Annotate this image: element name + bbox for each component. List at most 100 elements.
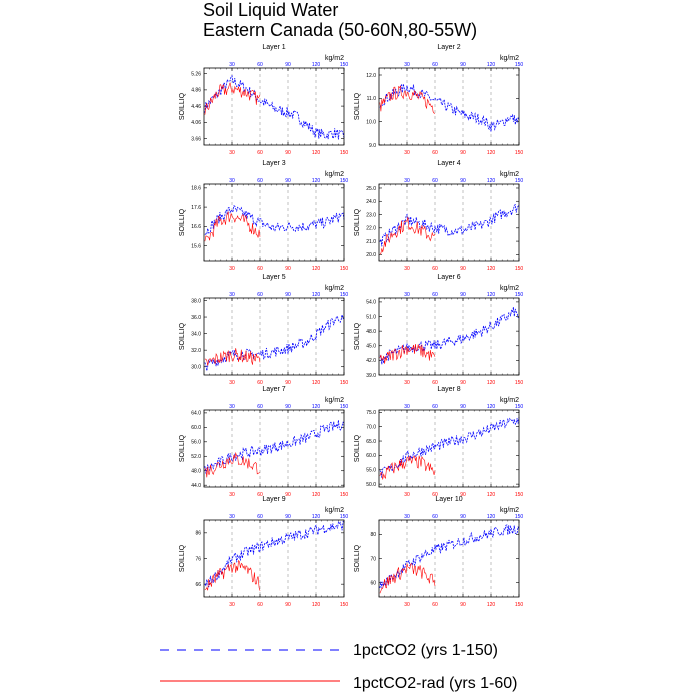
units-label: kg/m2 bbox=[325, 171, 344, 178]
chart-panel-9: Layer 9 kg/m2 30 60 90 120 150 30 60 90 120 150 66 76… bbox=[179, 496, 348, 608]
y-tick-label: 17.6 bbox=[191, 205, 201, 211]
panel-title: Layer 7 bbox=[262, 386, 285, 393]
bottom-tick-label: 150 bbox=[515, 266, 524, 272]
y-tick-label: 10.0 bbox=[366, 119, 376, 125]
series-1pctco2-line bbox=[204, 314, 345, 371]
bottom-tick-label: 120 bbox=[312, 266, 321, 272]
top-tick-label: 120 bbox=[487, 404, 496, 410]
bottom-tick-label: 120 bbox=[487, 266, 496, 272]
top-tick-label: 120 bbox=[312, 62, 321, 68]
bottom-tick-label: 90 bbox=[285, 380, 291, 386]
y-axis-label: SOILLIQ bbox=[179, 544, 186, 572]
y-tick-label: 64.0 bbox=[191, 411, 201, 417]
bottom-tick-label: 60 bbox=[432, 602, 438, 608]
panel-grid: Layer 1 kg/m2 30 60 90 120 150 30 60 90 120 150 3.66… bbox=[179, 44, 524, 608]
top-tick-label: 60 bbox=[257, 62, 263, 68]
figure-title: Soil Liquid Water Eastern Canada (50-60N… bbox=[203, 0, 477, 40]
y-axis-label: SOILLIQ bbox=[354, 92, 361, 120]
bottom-tick-label: 150 bbox=[515, 150, 524, 156]
bottom-tick-label: 150 bbox=[515, 380, 524, 386]
units-label: kg/m2 bbox=[325, 285, 344, 292]
series-1pctco2-line bbox=[379, 204, 520, 247]
top-tick-label: 30 bbox=[229, 292, 235, 298]
series-1pctco2-rad-line bbox=[204, 559, 261, 591]
chart-panel-7: Layer 7 kg/m2 30 60 90 120 150 30 60 90 120 150 44.0… bbox=[179, 386, 348, 498]
legend: 1pctCO2 (yrs 1-150) 1pctCO2-rad (yrs 1-6… bbox=[160, 642, 518, 692]
y-tick-label: 44.0 bbox=[191, 483, 201, 489]
y-tick-label: 75.0 bbox=[366, 410, 376, 416]
series-1pctco2-line bbox=[204, 75, 345, 140]
y-axis-label: SOILLIQ bbox=[354, 208, 361, 236]
bottom-tick-label: 150 bbox=[340, 492, 349, 498]
chart-panel-8: Layer 8 kg/m2 30 60 90 120 150 30 60 90 120 150 50.0… bbox=[354, 386, 523, 498]
top-tick-label: 60 bbox=[432, 292, 438, 298]
top-tick-label: 30 bbox=[404, 404, 410, 410]
y-tick-label: 21.0 bbox=[366, 239, 376, 245]
y-tick-label: 4.86 bbox=[191, 88, 201, 94]
top-tick-label: 60 bbox=[432, 514, 438, 520]
top-tick-label: 60 bbox=[257, 404, 263, 410]
series-1pctco2-rad-line bbox=[204, 451, 261, 478]
series-1pctco2-rad-line bbox=[379, 85, 436, 114]
y-tick-label: 66 bbox=[195, 582, 201, 588]
top-tick-label: 90 bbox=[460, 514, 466, 520]
y-axis-label: SOILLIQ bbox=[179, 322, 186, 350]
bottom-tick-label: 60 bbox=[257, 150, 263, 156]
y-tick-label: 54.0 bbox=[366, 300, 376, 306]
y-axis-label: SOILLIQ bbox=[354, 434, 361, 462]
chart-panel-6: Layer 6 kg/m2 30 60 90 120 150 30 60 90 120 150 39.0… bbox=[354, 274, 523, 386]
y-tick-label: 23.0 bbox=[366, 212, 376, 218]
top-tick-label: 30 bbox=[404, 62, 410, 68]
series-1pctco2-line bbox=[379, 524, 520, 589]
y-tick-label: 80 bbox=[370, 532, 376, 538]
bottom-tick-label: 90 bbox=[460, 492, 466, 498]
y-tick-label: 65.0 bbox=[366, 439, 376, 445]
series-1pctco2-rad-line bbox=[379, 563, 436, 594]
bottom-tick-label: 90 bbox=[460, 380, 466, 386]
panel-frame bbox=[203, 183, 345, 262]
bottom-tick-label: 60 bbox=[432, 492, 438, 498]
y-tick-label: 4.06 bbox=[191, 120, 201, 126]
panel-title: Layer 3 bbox=[262, 160, 285, 167]
panel-title: Layer 2 bbox=[437, 44, 460, 51]
panel-title: Layer 5 bbox=[262, 274, 285, 281]
bottom-tick-label: 90 bbox=[460, 602, 466, 608]
legend-solid-label: 1pctCO2-rad (yrs 1-60) bbox=[353, 675, 518, 692]
series-1pctco2-rad-line bbox=[379, 343, 436, 364]
bottom-tick-label: 30 bbox=[229, 266, 235, 272]
panel-title: Layer 1 bbox=[262, 44, 285, 51]
y-tick-label: 9.0 bbox=[369, 143, 376, 149]
series-1pctco2-line bbox=[204, 520, 345, 588]
units-label: kg/m2 bbox=[500, 397, 519, 404]
y-tick-label: 34.0 bbox=[191, 331, 201, 337]
bottom-tick-label: 90 bbox=[460, 266, 466, 272]
title-line-2: Eastern Canada (50-60N,80-55W) bbox=[203, 20, 478, 40]
y-tick-label: 11.0 bbox=[367, 96, 377, 102]
y-tick-label: 52.0 bbox=[191, 454, 201, 460]
chart-panel-3: Layer 3 kg/m2 30 60 90 120 150 30 60 90 120 150 15.6… bbox=[179, 160, 348, 272]
top-tick-label: 30 bbox=[229, 514, 235, 520]
top-tick-label: 60 bbox=[432, 178, 438, 184]
y-axis-label: SOILLIQ bbox=[179, 92, 186, 120]
series-1pctco2-rad-line bbox=[379, 455, 436, 480]
top-tick-label: 150 bbox=[515, 62, 524, 68]
top-tick-label: 90 bbox=[460, 404, 466, 410]
bottom-tick-label: 60 bbox=[257, 380, 263, 386]
y-tick-label: 18.6 bbox=[191, 186, 201, 192]
top-tick-label: 120 bbox=[312, 514, 321, 520]
bottom-tick-label: 150 bbox=[340, 266, 349, 272]
y-tick-label: 5.26 bbox=[191, 71, 201, 77]
panel-frame bbox=[203, 67, 345, 146]
series-1pctco2-line bbox=[379, 83, 520, 132]
series-1pctco2-rad-line bbox=[379, 216, 436, 255]
bottom-tick-label: 120 bbox=[487, 150, 496, 156]
panel-title: Layer 8 bbox=[437, 386, 460, 393]
y-tick-label: 56.0 bbox=[191, 440, 201, 446]
y-tick-label: 70 bbox=[370, 556, 376, 562]
top-tick-label: 150 bbox=[515, 514, 524, 520]
y-tick-label: 39.0 bbox=[366, 373, 376, 379]
bottom-tick-label: 30 bbox=[229, 380, 235, 386]
bottom-tick-label: 30 bbox=[404, 492, 410, 498]
units-label: kg/m2 bbox=[500, 55, 519, 62]
y-tick-label: 16.6 bbox=[191, 224, 201, 230]
